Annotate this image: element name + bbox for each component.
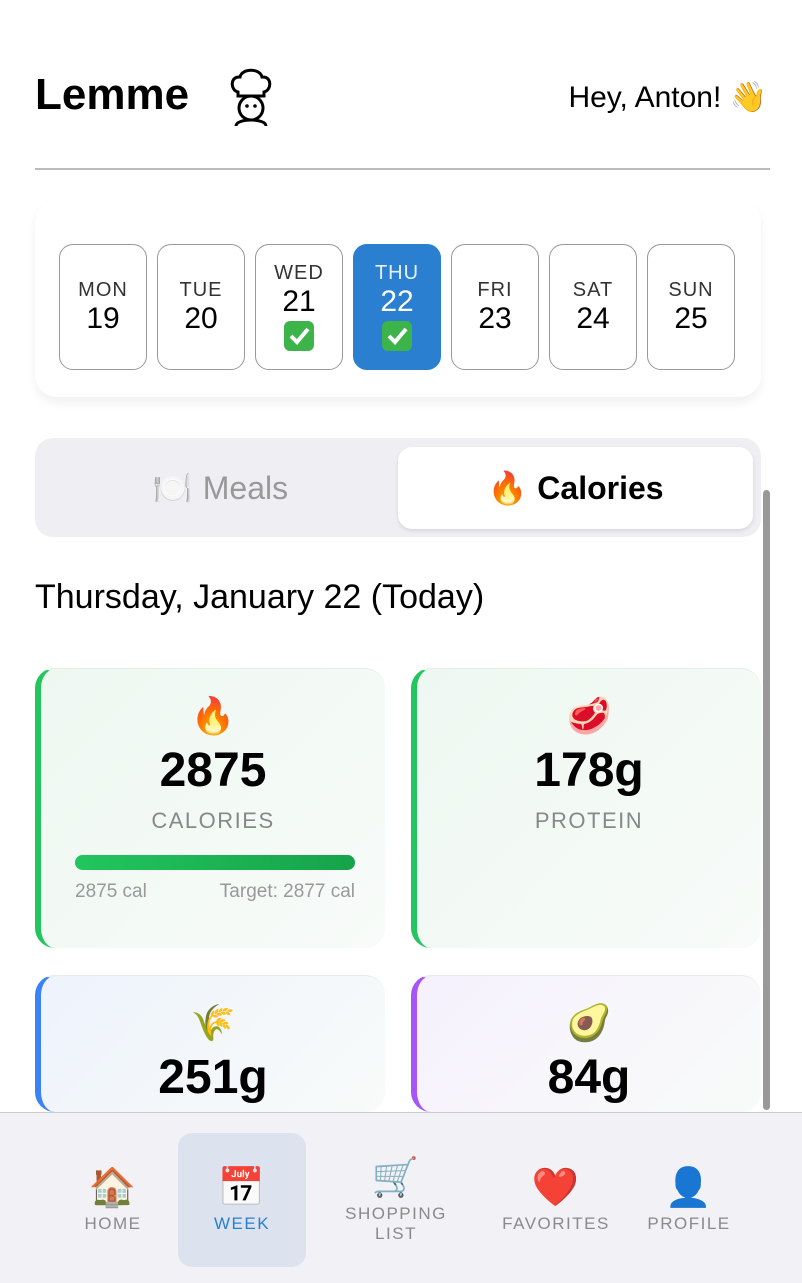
card-value: 2875 [159,744,267,797]
day-date: 22 [380,284,414,318]
day-button[interactable]: TUE 20 [157,244,245,370]
nav-item[interactable]: 📅 WEEK [178,1133,306,1267]
chef-icon [230,68,272,127]
nav-item[interactable]: ❤️ FAVORITES [492,1133,620,1267]
day-date: 25 [674,301,708,335]
day-name: MON [78,278,128,301]
progress-value: 2875 cal [75,881,147,902]
divider [35,168,770,170]
date-heading: Thursday, January 22 (Today) [35,578,485,616]
scrollbar [763,490,770,1110]
day-button[interactable]: MON 19 [59,244,147,370]
day-button[interactable]: SAT 24 [549,244,637,370]
day-date: 24 [576,301,610,335]
greeting: Hey, Anton! 👋 [568,81,767,114]
nav-icon: 📅 [217,1167,267,1209]
card-value: 251g [158,1051,268,1104]
day-date: 19 [86,301,120,335]
day-name: SAT [572,278,614,301]
day-name: SUN [668,278,714,301]
done-check [382,320,412,351]
day-name: WED [274,261,324,284]
day-name: TUE [179,278,223,301]
nav-item[interactable]: 👤 PROFILE [625,1133,753,1267]
day-button[interactable]: SUN 25 [647,244,735,370]
day-button[interactable]: WED 21 [255,244,343,370]
week-calendar: MON 19 TUE 20 WED 21 THU 22 FRI 23 SAT 24 SUN 25 [35,200,761,397]
card-value: 84g [547,1051,631,1104]
card-icon: 🌾 [190,1002,236,1043]
done-check [284,320,314,351]
nav-icon: 🏠 [88,1167,138,1209]
app-title: Lemme [35,70,190,119]
progress-target: Target: 2877 cal [219,881,355,902]
progress-track [75,855,355,870]
nav-icon: 🛒 [371,1157,421,1199]
nutrient-card: 🌾 251g [35,975,385,1112]
nav-label: WEEK [213,1214,271,1233]
nutrient-card: 🔥 2875 CALORIES 2875 cal Target: 2877 cal [35,668,385,948]
nav-icon: 👤 [664,1167,714,1209]
nav-item[interactable]: 🛒 SHOPPING LIST [332,1133,460,1267]
nav-icon: ❤️ [531,1167,581,1209]
card-icon: 🥩 [566,695,612,736]
progress-fill [75,855,355,870]
day-date: 21 [282,284,316,318]
nutrient-card: 🥩 178g PROTEIN [411,668,761,948]
tab-label: Meals [202,469,289,506]
card-value: 178g [534,744,644,797]
bottom-nav: 🏠 HOME 📅 WEEK 🛒 SHOPPING LIST ❤️ FAVORITES 👤 PROF… [0,1112,802,1283]
tab[interactable]: 🍽️ Meals [43,447,398,529]
card-icon: 🔥 [190,695,236,736]
nav-label: PROFILE [647,1214,731,1233]
nav-item[interactable]: 🏠 HOME [49,1133,177,1267]
tab-icon: 🍽️ [152,470,193,506]
day-button[interactable]: FRI 23 [451,244,539,370]
tab-bar: 🍽️ Meals 🔥 Calories [35,438,761,537]
card-icon: 🥑 [566,1002,612,1043]
tab[interactable]: 🔥 Calories [398,447,753,529]
nav-label: SHOPPING LIST [345,1204,447,1243]
day-date: 23 [478,301,512,335]
card-label: PROTEIN [534,808,644,833]
day-name: THU [374,261,420,284]
nav-label: FAVORITES [502,1214,610,1233]
day-button[interactable]: THU 22 [353,244,441,370]
card-label: CALORIES [151,808,275,833]
day-date: 20 [184,301,218,335]
tab-label: Calories [537,469,664,506]
day-name: FRI [477,278,513,301]
tab-icon: 🔥 [487,470,528,506]
nav-label: HOME [84,1214,142,1233]
nutrient-card: 🥑 84g [411,975,761,1112]
